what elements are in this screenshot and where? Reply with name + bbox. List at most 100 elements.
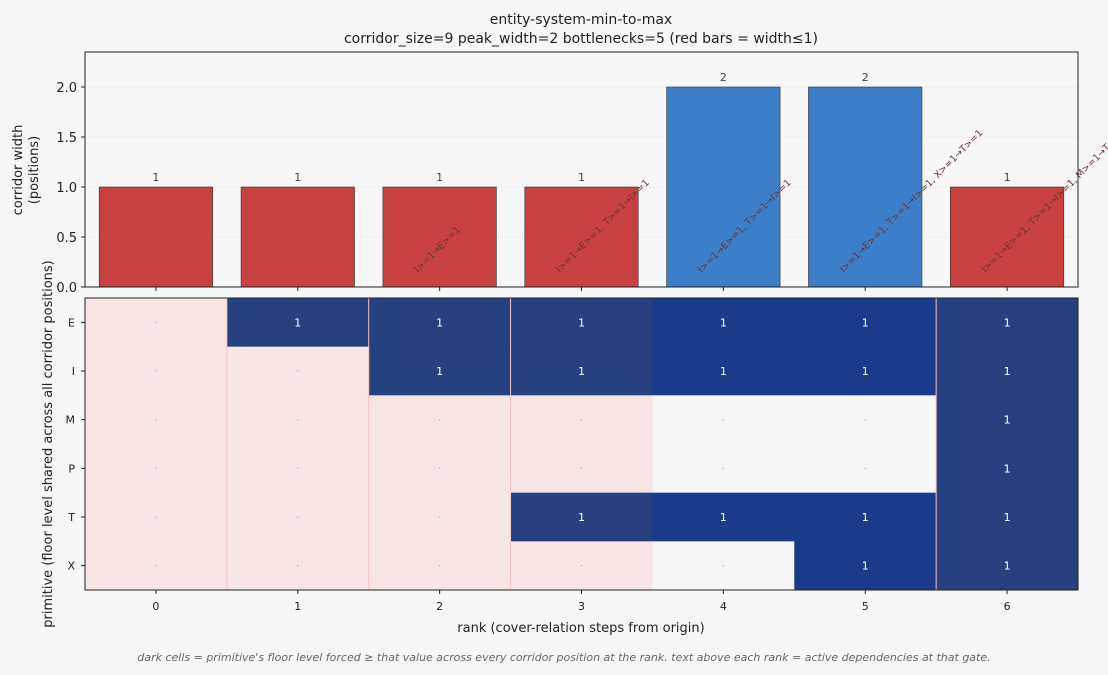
heatmap-y-axis-label: primitive (floor level shared across all… [41, 260, 56, 627]
bar [98, 186, 213, 288]
bar [808, 86, 923, 288]
heatmap-empty-dot [296, 370, 299, 372]
heatmap-empty-dot [296, 467, 299, 470]
bar-y-tick-label: 0.5 [56, 231, 77, 246]
heatmap-cell [936, 541, 1079, 591]
footnote: dark cells = primitive's floor level for… [137, 651, 990, 664]
heatmap-cell [936, 444, 1079, 494]
heatmap-cell-label: 1 [1004, 511, 1011, 524]
heatmap-frame [84, 297, 1079, 591]
heatmap-plot: 1 1 1 1 1 1 1 1 1 1 1 1 1 1 1 1 1 1 1 E I M P T X 0 1 2 3 4 5 6 [66, 297, 1079, 613]
heatmap-column-label: 6 [1004, 600, 1011, 613]
bar-y-axis-label-line2: (positions) [27, 136, 42, 204]
heatmap-cell-label: 1 [1004, 414, 1011, 427]
bar-plot: 0.00.51.01.52.01 1 1I>=1→E>=11I>=1→E>=1, T… [56, 51, 1108, 296]
heatmap-cell [652, 346, 795, 396]
bar-y-axis-label-line1: corridor width [11, 125, 26, 216]
heatmap-cell [652, 492, 795, 542]
chart-subtitle: corridor_size=9 peak_width=2 bottlenecks… [344, 31, 818, 47]
heatmap-column-label: 4 [720, 600, 727, 613]
bar-value-label: 2 [862, 71, 869, 84]
heatmap-column-label: 0 [152, 600, 159, 613]
bar [666, 86, 781, 288]
heatmap-cell [794, 298, 937, 348]
heatmap-cell-label: 1 [578, 365, 585, 378]
heatmap-empty-dot [580, 418, 583, 421]
heatmap-cell-label: 1 [862, 511, 869, 524]
heatmap-cell [936, 492, 1079, 542]
bar-value-label: 1 [436, 171, 443, 184]
heatmap-cell-label: 1 [720, 316, 727, 329]
heatmap-empty-dot [155, 564, 157, 567]
bar-y-tick-label: 1.0 [56, 181, 77, 196]
heatmap-empty-dot [296, 564, 299, 567]
heatmap-cell-label: 1 [862, 365, 869, 378]
heatmap-empty-dot [296, 418, 299, 421]
heatmap-cell [794, 492, 937, 542]
heatmap-row-label: T [67, 511, 75, 524]
heatmap-row-label: I [72, 365, 75, 378]
heatmap-empty-dot [296, 516, 299, 518]
heatmap-empty-dot [155, 467, 157, 470]
heatmap-cell [368, 346, 512, 396]
heatmap-cell [652, 298, 795, 348]
bar [240, 186, 355, 288]
heatmap-cell-label: 1 [862, 560, 869, 573]
heatmap-empty-dot [722, 564, 725, 567]
heatmap-cell-label: 1 [1004, 462, 1011, 475]
heatmap-empty-dot [580, 564, 583, 567]
heatmap-cell-label: 1 [1004, 316, 1011, 329]
heatmap-column-label: 3 [578, 600, 585, 613]
heatmap-cell-label: 1 [578, 316, 585, 329]
bar-y-tick-label: 0.0 [56, 281, 77, 296]
heatmap-cell-label: 1 [436, 365, 443, 378]
heatmap-cell-label: 1 [862, 316, 869, 329]
heatmap-cell [794, 346, 937, 396]
heatmap-cell-label: 1 [1004, 560, 1011, 573]
heatmap-cell-label: 1 [294, 316, 301, 329]
heatmap-cell-label: 1 [1004, 365, 1011, 378]
bar-value-label: 1 [294, 171, 301, 184]
heatmap-column-label: 1 [294, 600, 301, 613]
heatmap-empty-dot [722, 467, 725, 470]
heatmap-row-label: X [67, 560, 75, 573]
heatmap-empty-dot [438, 418, 441, 421]
bar [382, 186, 497, 288]
heatmap-cell [226, 298, 370, 348]
heatmap-cell-label: 1 [720, 365, 727, 378]
heatmap-cell [510, 492, 653, 542]
heatmap-cell [794, 541, 937, 591]
heatmap-empty-dot [438, 564, 441, 567]
bar [524, 186, 639, 288]
heatmap-empty-dot [438, 467, 441, 470]
heatmap-cell [936, 346, 1079, 396]
heatmap-empty-dot [155, 370, 157, 372]
heatmap-empty-dot [580, 467, 583, 470]
heatmap-empty-dot [155, 516, 157, 518]
heatmap-column-label: 2 [436, 600, 443, 613]
heatmap-cell [936, 395, 1079, 445]
heatmap-cell-label: 1 [578, 511, 585, 524]
heatmap-column-label: 5 [862, 600, 869, 613]
bar-value-label: 1 [1004, 171, 1011, 184]
heatmap-x-axis-label: rank (cover-relation steps from origin) [457, 621, 704, 636]
bar-y-tick-label: 2.0 [56, 81, 77, 96]
heatmap-cell [936, 298, 1079, 348]
heatmap-row-label: P [68, 462, 75, 475]
bar [950, 186, 1065, 288]
heatmap-empty-dot [722, 418, 725, 421]
bar-plot-frame [84, 51, 1079, 288]
chart-title: entity-system-min-to-max [490, 12, 672, 28]
heatmap-cell [510, 298, 653, 348]
heatmap-cell [368, 298, 512, 348]
bar-value-label: 1 [152, 171, 159, 184]
heatmap-empty-dot [155, 321, 157, 324]
heatmap-cell [510, 346, 653, 396]
bar-value-label: 1 [578, 171, 585, 184]
heatmap-row-label: M [66, 414, 76, 427]
bar-y-tick-label: 1.5 [56, 131, 77, 146]
heatmap-empty-dot [155, 418, 157, 421]
heatmap-empty-dot [864, 418, 867, 421]
bar-value-label: 2 [720, 71, 727, 84]
